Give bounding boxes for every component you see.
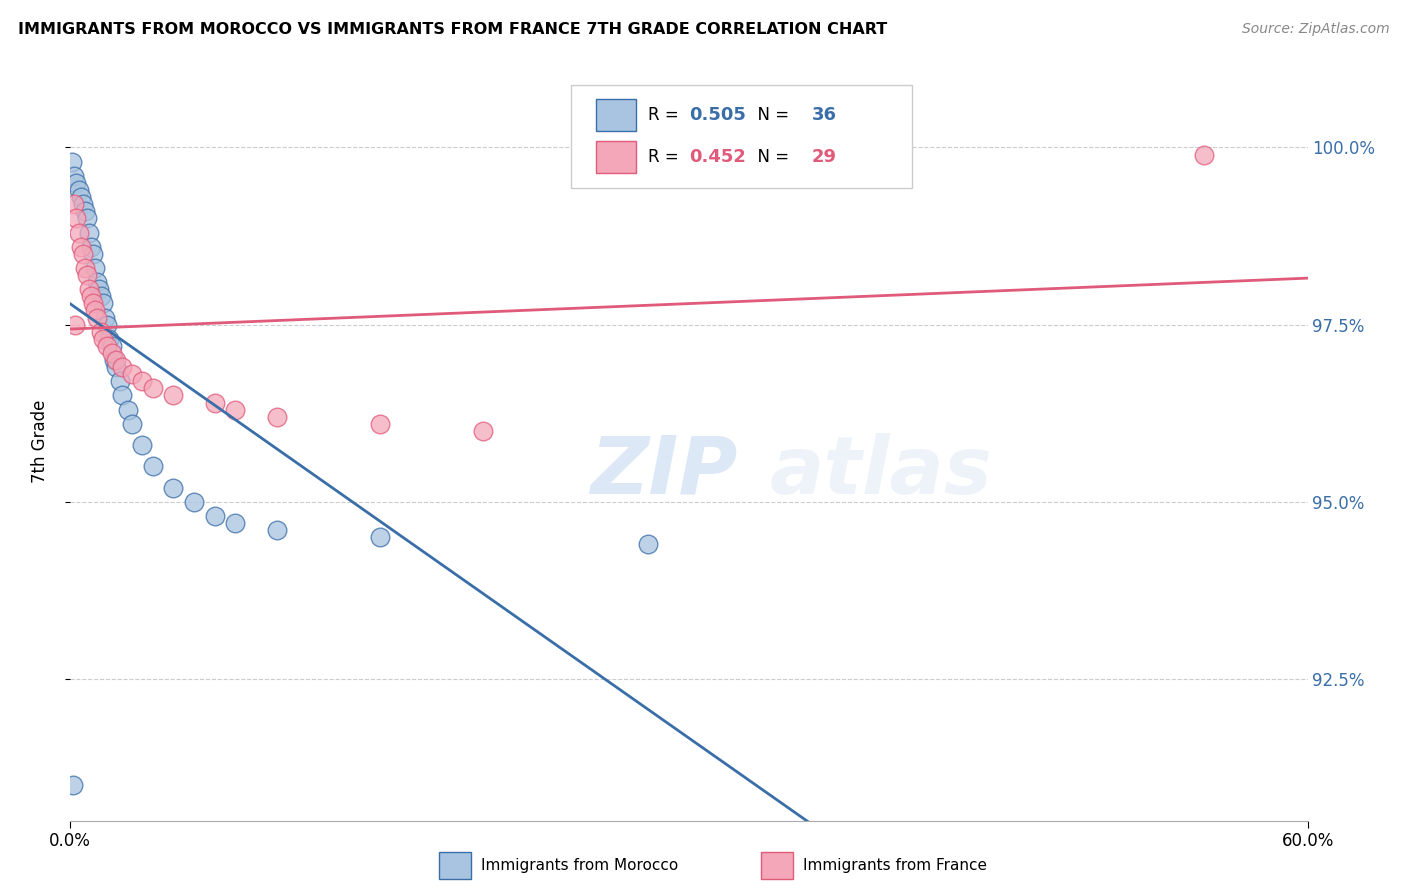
Point [90,289,112,303]
Point [67,226,90,240]
Point [142,459,165,474]
Text: R =: R = [648,148,685,166]
Point [131,374,153,388]
Point [204,395,226,409]
Point [131,438,153,452]
Point [103,353,125,368]
Text: Source: ZipAtlas.com: Source: ZipAtlas.com [1241,22,1389,37]
Point [98,332,121,346]
Point [69,240,91,254]
Point [162,481,184,495]
Point [65,176,87,190]
Point [80,240,103,254]
Point [266,409,288,424]
Point [69,190,91,204]
Point [162,388,184,402]
Point [224,402,246,417]
Text: ZIP: ZIP [591,433,737,511]
Point [142,381,165,395]
Point [65,318,87,332]
Point [86,310,108,325]
Text: Immigrants from Morocco: Immigrants from Morocco [481,858,678,873]
Text: N =: N = [747,106,794,124]
Point [73,204,96,219]
Point [637,537,659,551]
FancyBboxPatch shape [761,852,793,879]
Point [100,339,122,353]
Point [1194,147,1216,161]
Point [84,260,107,275]
Point [76,268,98,282]
Point [121,417,143,431]
Point [84,303,107,318]
Point [368,417,391,431]
Point [104,360,127,375]
Point [60,154,83,169]
Point [73,260,96,275]
Point [86,275,108,289]
Point [67,183,90,197]
Point [91,296,114,310]
Text: R =: R = [648,106,685,124]
Point [96,318,118,332]
Point [471,424,494,438]
Point [111,388,134,402]
Point [77,226,100,240]
Point [63,169,86,183]
Text: 0.452: 0.452 [689,148,745,166]
Point [80,289,103,303]
Point [117,402,139,417]
Y-axis label: 7th Grade: 7th Grade [31,400,49,483]
Point [62,778,84,792]
Text: 29: 29 [811,148,837,166]
Point [65,211,87,226]
Text: Immigrants from France: Immigrants from France [803,858,987,873]
Point [96,339,118,353]
Point [104,353,127,368]
Point [266,523,288,537]
Text: atlas: atlas [769,433,993,511]
Point [72,197,94,211]
Text: IMMIGRANTS FROM MOROCCO VS IMMIGRANTS FROM FRANCE 7TH GRADE CORRELATION CHART: IMMIGRANTS FROM MOROCCO VS IMMIGRANTS FR… [18,22,887,37]
Point [368,530,391,544]
Point [111,360,134,375]
FancyBboxPatch shape [439,852,471,879]
Point [204,508,226,523]
FancyBboxPatch shape [571,85,911,187]
Text: N =: N = [747,148,794,166]
Point [108,374,131,388]
FancyBboxPatch shape [596,141,636,173]
Point [224,516,246,530]
Point [82,296,104,310]
Point [63,197,86,211]
Point [76,211,98,226]
Point [90,325,112,339]
Point [121,368,143,382]
Point [183,495,205,509]
Text: 0.505: 0.505 [689,106,745,124]
FancyBboxPatch shape [596,99,636,131]
Text: 36: 36 [811,106,837,124]
Point [89,282,111,296]
Point [82,246,104,260]
Point [100,346,122,360]
Point [77,282,100,296]
Point [91,332,114,346]
Point [94,310,117,325]
Point [72,246,94,260]
